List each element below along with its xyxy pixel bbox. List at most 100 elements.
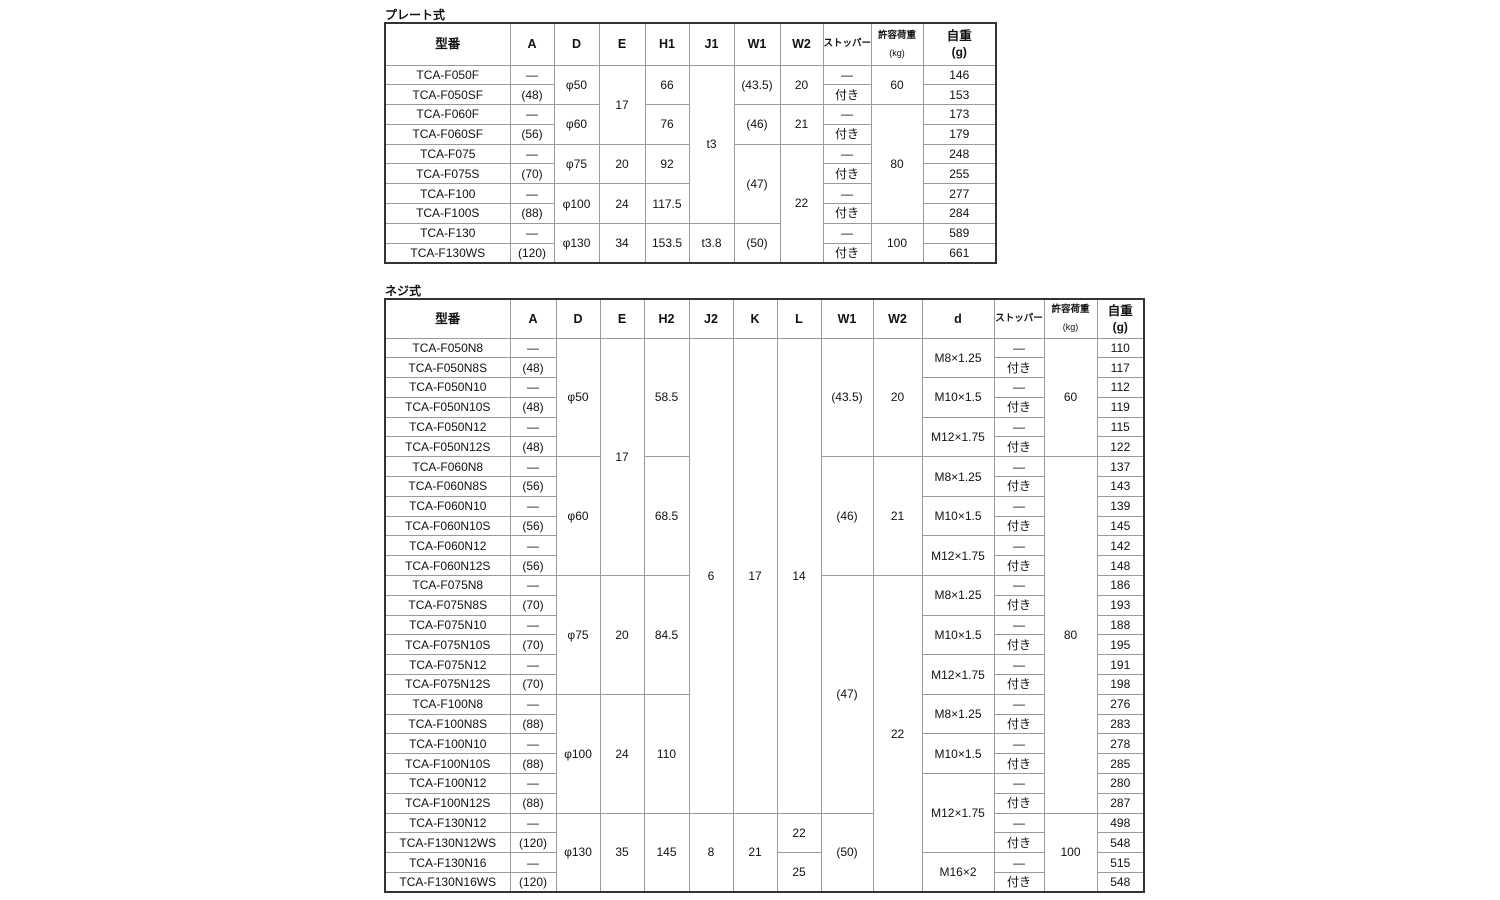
column-header-label: d bbox=[954, 311, 962, 326]
table-cell: — bbox=[993, 456, 1045, 478]
table-cell: 661 bbox=[922, 242, 997, 264]
table-cell: M8×1.25 bbox=[921, 456, 995, 497]
table-row: TCA-F100N10— M10×1.5—278 bbox=[384, 733, 1145, 775]
table-cell: 153 bbox=[922, 84, 997, 106]
model-number-cell: TCA-F060N10S bbox=[384, 515, 511, 537]
table-cell: M10×1.5 bbox=[921, 614, 995, 656]
table-cell: 60 bbox=[870, 64, 924, 106]
table-cell: 付き bbox=[993, 674, 1045, 695]
table-cell: M10×1.5 bbox=[921, 377, 995, 418]
table-cell: φ50 bbox=[553, 64, 600, 106]
table-cell: — bbox=[509, 222, 555, 244]
table-cell: 173 bbox=[922, 104, 997, 125]
column-header: K bbox=[732, 298, 778, 339]
table-cell: — bbox=[509, 143, 555, 165]
table-cell: 278 bbox=[1096, 733, 1145, 755]
table-cell: (120) bbox=[509, 832, 557, 854]
table-cell: 付き bbox=[993, 476, 1045, 497]
column-header: W2 bbox=[872, 298, 923, 339]
table-cell: 145 bbox=[643, 812, 690, 893]
table-row: TCA-F050SF (48) 付き 153 bbox=[384, 84, 997, 106]
table-row: TCA-F060N10S (56) 付き 145 bbox=[384, 515, 1145, 537]
model-number-cell: TCA-F060SF bbox=[384, 123, 511, 145]
table-cell: — bbox=[822, 64, 872, 86]
column-header: J1 bbox=[688, 22, 735, 66]
column-header: 許容荷重 (kg) bbox=[870, 22, 924, 66]
table-cell: φ100 bbox=[553, 183, 600, 224]
column-header-label: 許容荷重 bbox=[1051, 304, 1090, 316]
table-cell: 14 bbox=[776, 337, 822, 814]
model-number-cell: TCA-F100N10 bbox=[384, 733, 511, 755]
table-cell: (70) bbox=[509, 634, 557, 656]
table-cell: φ130 bbox=[555, 812, 601, 893]
table-cell: (48) bbox=[509, 436, 557, 458]
table-cell: 付き bbox=[993, 555, 1045, 577]
column-header-unit: (g) bbox=[1112, 319, 1128, 334]
table-cell: 115 bbox=[1096, 416, 1145, 438]
table-cell: 付き bbox=[993, 357, 1045, 379]
table-cell: 付き bbox=[993, 753, 1045, 775]
model-number-cell: TCA-F050N10 bbox=[384, 377, 511, 398]
screw-type-table: 型番 A D E H2 J2 K L W1 W2 d ストッパー 許容荷重 (kg) 自重 (g) TCA-F0… bbox=[384, 298, 1145, 894]
table-cell: 付き bbox=[993, 515, 1045, 537]
table-cell: (120) bbox=[509, 242, 555, 264]
model-number-cell: TCA-F100N8S bbox=[384, 713, 511, 735]
table-cell: M12×1.75 bbox=[921, 535, 995, 577]
model-number-cell: TCA-F075S bbox=[384, 163, 511, 185]
table-cell: — bbox=[993, 654, 1045, 676]
model-number-cell: TCA-F060N8 bbox=[384, 456, 511, 478]
table-cell: — bbox=[509, 535, 557, 557]
table-row: TCA-F075N8— φ75 20 84.5 (47) 22 M8×1.25—186 bbox=[384, 575, 1145, 893]
table-cell: 付き bbox=[822, 123, 872, 145]
header-row: 型番 A D E H1 J1 W1 W2 ストッパー 許容荷重 (kg) 自重 (g) bbox=[384, 22, 997, 66]
table-cell: — bbox=[993, 416, 1045, 438]
table-row: TCA-F130WS (120) 付き 661 bbox=[384, 242, 997, 264]
table-cell: — bbox=[509, 416, 557, 438]
table-cell: 付き bbox=[993, 713, 1045, 735]
table-cell: 付き bbox=[993, 594, 1045, 616]
table-cell: φ60 bbox=[553, 104, 600, 145]
table-cell: 283 bbox=[1096, 713, 1145, 735]
column-header-label: L bbox=[795, 311, 803, 326]
table-cell: 498 bbox=[1096, 812, 1145, 834]
table-cell: (56) bbox=[509, 515, 557, 537]
table-cell: — bbox=[509, 575, 557, 596]
table-cell: (43.5) bbox=[733, 64, 781, 106]
table-cell: 58.5 bbox=[643, 337, 690, 458]
table-cell: 84.5 bbox=[643, 575, 690, 695]
table-cell: φ130 bbox=[553, 222, 600, 264]
table-cell: (88) bbox=[509, 753, 557, 775]
table-cell: 195 bbox=[1096, 634, 1145, 656]
table-cell: 34 bbox=[598, 222, 646, 264]
plate-type-title: プレート式 bbox=[385, 8, 446, 22]
table-cell: — bbox=[822, 222, 872, 244]
table-cell: 110 bbox=[643, 693, 690, 814]
table-row: TCA-F100N12— M12×1.75—280 bbox=[384, 773, 1145, 854]
column-header: 型番 bbox=[384, 22, 511, 66]
table-cell: 66 bbox=[644, 64, 690, 106]
table-cell: 589 bbox=[922, 222, 997, 244]
model-number-cell: TCA-F100N12S bbox=[384, 792, 511, 814]
column-header-unit: (kg) bbox=[1062, 322, 1079, 333]
column-header: W1 bbox=[733, 22, 781, 66]
model-number-cell: TCA-F050N8 bbox=[384, 337, 511, 359]
table-cell: — bbox=[993, 575, 1045, 596]
table-cell: — bbox=[993, 614, 1045, 636]
table-cell: 付き bbox=[993, 634, 1045, 656]
table-cell: 153.5 bbox=[644, 222, 690, 264]
column-header-label: A bbox=[527, 37, 537, 52]
table-cell: 117.5 bbox=[644, 183, 690, 224]
table-cell: 22 bbox=[779, 143, 824, 264]
table-row: TCA-F100N12S (88) 付き 287 bbox=[384, 792, 1145, 814]
table-cell: (70) bbox=[509, 674, 557, 695]
table-cell: 179 bbox=[922, 123, 997, 145]
table-cell: φ75 bbox=[553, 143, 600, 185]
model-number-cell: TCA-F075N8S bbox=[384, 594, 511, 616]
table-row: TCA-F050N12— M12×1.75—115 bbox=[384, 416, 1145, 458]
table-cell: 191 bbox=[1096, 654, 1145, 676]
table-cell: 280 bbox=[1096, 773, 1145, 794]
table-cell: — bbox=[509, 852, 557, 874]
table-cell: 付き bbox=[822, 242, 872, 264]
column-header: L bbox=[776, 298, 822, 339]
table-cell: (48) bbox=[509, 357, 557, 379]
